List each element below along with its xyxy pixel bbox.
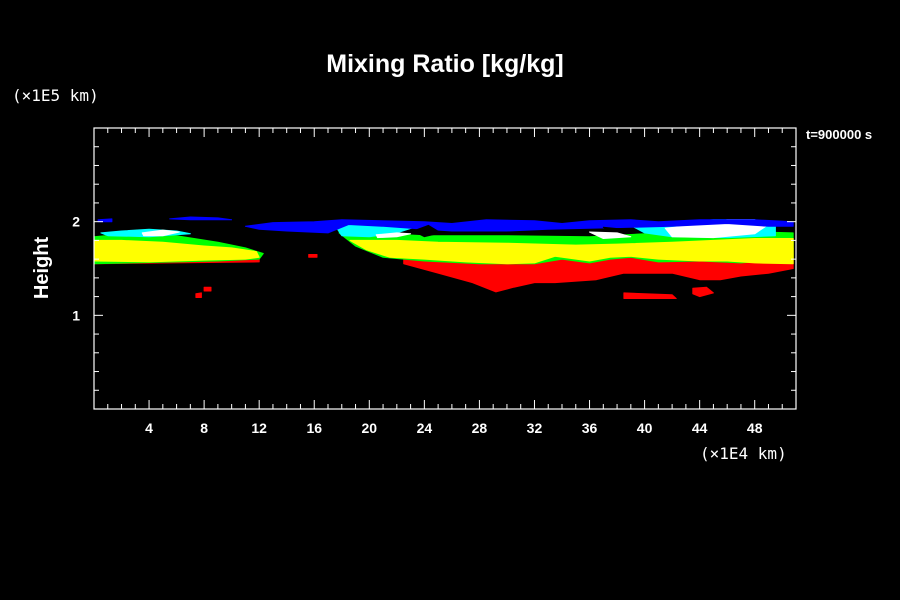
y-unit-label: (×1E5 km) xyxy=(12,86,99,105)
x-tick-label: 32 xyxy=(527,420,543,436)
plot-frame xyxy=(93,127,797,410)
x-tick-label: 20 xyxy=(362,420,378,436)
x-tick-label: 44 xyxy=(692,420,708,436)
contour-region-5 xyxy=(308,254,318,258)
contour-region-18 xyxy=(244,219,794,234)
contour-region-17 xyxy=(589,231,632,239)
x-unit-label: (×1E4 km) xyxy=(700,444,787,463)
x-tick-label: 12 xyxy=(251,420,267,436)
contour-regions xyxy=(94,216,794,299)
x-tick-label: 40 xyxy=(637,420,653,436)
contour-region-1 xyxy=(623,292,677,299)
contour-region-22 xyxy=(602,226,632,232)
contour-region-9 xyxy=(94,239,260,263)
contour-region-20 xyxy=(97,218,113,223)
contour-region-15 xyxy=(375,232,412,239)
contour-region-14 xyxy=(141,229,180,237)
contour-region-19 xyxy=(169,216,233,221)
time-label: t=900000 s xyxy=(806,127,872,142)
x-tick-label: 4 xyxy=(145,420,153,436)
contour-region-2 xyxy=(692,286,714,298)
chart-title: Mixing Ratio [kg/kg] xyxy=(326,50,564,78)
contour-region-3 xyxy=(195,292,202,298)
contour-region-21 xyxy=(412,224,442,238)
x-tick-label: 28 xyxy=(472,420,488,436)
x-tick-label: 8 xyxy=(200,420,208,436)
contour-region-10 xyxy=(349,238,794,265)
contour-region-4 xyxy=(203,286,212,292)
plot-area xyxy=(94,128,796,409)
x-tick-label: 48 xyxy=(747,420,763,436)
y-axis-label: Height xyxy=(31,237,53,300)
y-tick-label: 1 xyxy=(72,307,80,323)
x-tick-label: 36 xyxy=(582,420,598,436)
x-tick-label: 16 xyxy=(306,420,322,436)
x-tick-label: 24 xyxy=(417,420,433,436)
y-tick-label: 2 xyxy=(72,214,80,230)
